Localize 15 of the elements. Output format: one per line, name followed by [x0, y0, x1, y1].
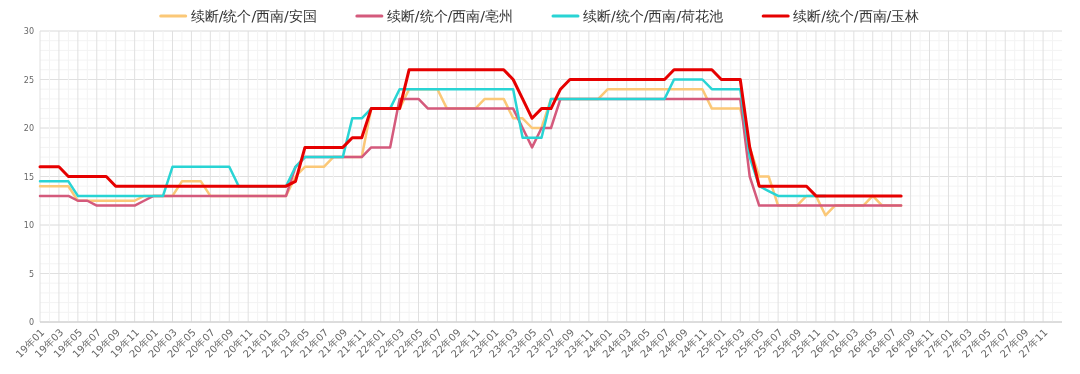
y-tick-label: 0	[28, 318, 34, 327]
y-tick-label: 10	[23, 221, 34, 230]
legend-item: 续断/统个/西南/荷花池	[551, 8, 724, 24]
y-tick-label: 25	[23, 75, 34, 85]
y-tick-label: 20	[23, 124, 34, 133]
y-tick-label: 5	[28, 269, 34, 279]
legend-item: 续断/统个/西南/玉林	[761, 8, 920, 24]
legend-item: 续断/统个/西南/安国	[159, 8, 317, 24]
legend-label: 续断/统个/西南/荷花池	[583, 8, 724, 24]
legend-label: 续断/统个/西南/亳州	[386, 8, 513, 24]
legend-label: 续断/统个/西南/安国	[190, 8, 317, 24]
y-tick-label: 30	[23, 27, 34, 36]
legend-label: 续断/统个/西南/玉林	[793, 8, 920, 24]
y-tick-label: 15	[23, 172, 34, 182]
legend-item: 续断/统个/西南/亳州	[355, 8, 513, 24]
